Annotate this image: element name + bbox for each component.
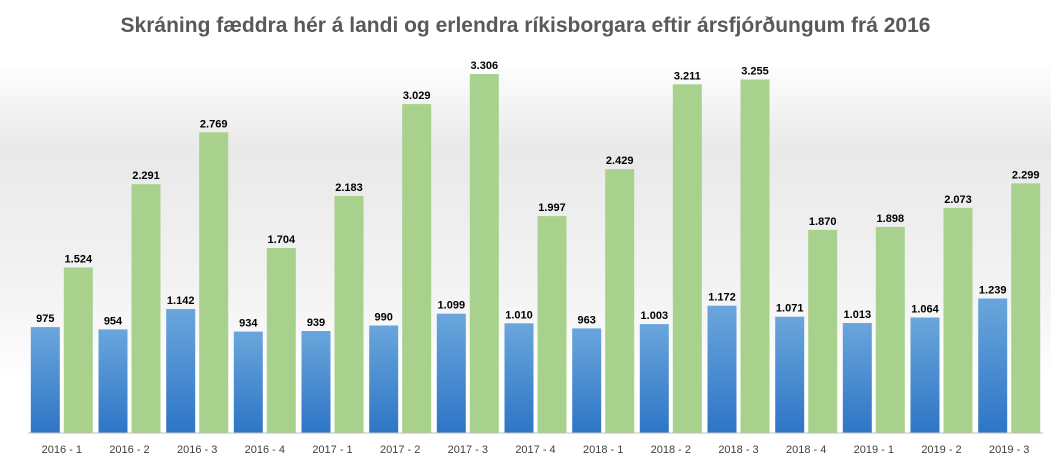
data-label-series1-2016-1: 975 xyxy=(36,313,54,325)
data-label-series2-2018-2: 3.211 xyxy=(674,70,701,82)
data-label-series1-2018-3: 1.172 xyxy=(708,292,736,304)
bar-series2-2017-2 xyxy=(402,104,432,433)
data-label-series1-2018-1: 963 xyxy=(578,314,596,326)
data-label-series1-2019-1: 1.013 xyxy=(844,309,872,321)
data-label-series1-2019-3: 1.239 xyxy=(979,285,1007,297)
bar-series2-2018-2 xyxy=(672,84,702,434)
x-tick-label: 2019 - 2 xyxy=(921,444,961,456)
data-label-series1-2017-1: 939 xyxy=(307,317,325,329)
x-tick-label: 2019 - 1 xyxy=(854,444,894,456)
bar-series1-2017-3 xyxy=(436,313,466,433)
data-label-series1-2016-4: 934 xyxy=(239,318,258,330)
x-tick-label: 2018 - 1 xyxy=(583,444,623,456)
data-label-series1-2018-4: 1.071 xyxy=(776,303,804,315)
data-label-series1-2016-2: 954 xyxy=(104,315,123,327)
x-tick-label: 2017 - 3 xyxy=(448,444,488,456)
bar-series1-2019-2 xyxy=(910,317,940,433)
bar-series1-2016-4 xyxy=(233,331,263,433)
data-label-series2-2019-2: 2.073 xyxy=(944,194,972,206)
data-label-series2-2016-1: 1.524 xyxy=(65,254,93,266)
bar-series2-2018-1 xyxy=(605,169,635,433)
chart-title: Skráning fæddra hér á landi og erlendra … xyxy=(120,14,931,37)
bar-series1-2017-4 xyxy=(504,323,534,433)
bar-series1-2018-3 xyxy=(707,305,737,433)
data-label-series2-2016-4: 1.704 xyxy=(268,234,296,246)
x-tick-label: 2017 - 1 xyxy=(312,444,352,456)
bar-series1-2017-1 xyxy=(301,331,331,433)
data-label-series2-2018-4: 1.870 xyxy=(809,216,837,228)
bar-series1-2018-2 xyxy=(639,324,669,433)
bar-series1-2016-3 xyxy=(166,309,196,433)
x-tick-label: 2016 - 3 xyxy=(177,444,217,456)
data-label-series1-2018-2: 1.003 xyxy=(641,310,669,322)
bar-series1-2019-3 xyxy=(978,298,1008,433)
bar-series2-2016-2 xyxy=(131,184,161,433)
x-tick-label: 2018 - 3 xyxy=(718,444,758,456)
bar-series2-2017-3 xyxy=(469,74,499,433)
x-tick-label: 2018 - 4 xyxy=(786,444,826,456)
labels-layer: 975 1.524 2016 - 1 954 2.291 2016 - 2 1.142 2.7… xyxy=(36,60,1039,456)
x-tick-label: 2017 - 2 xyxy=(380,444,420,456)
bar-series1-2018-1 xyxy=(572,328,602,433)
x-tick-label: 2016 - 1 xyxy=(42,444,82,456)
bar-series2-2019-1 xyxy=(875,226,905,433)
x-tick-label: 2019 - 3 xyxy=(989,444,1029,456)
data-label-series2-2017-4: 1.997 xyxy=(538,202,566,214)
data-label-series2-2019-3: 2.299 xyxy=(1012,169,1040,181)
bar-series2-2019-2 xyxy=(943,207,973,433)
data-label-series2-2016-2: 2.291 xyxy=(132,170,160,182)
bar-series2-2018-3 xyxy=(740,79,770,433)
data-label-series1-2016-3: 1.142 xyxy=(167,295,195,307)
x-tick-label: 2016 - 4 xyxy=(245,444,285,456)
bar-series2-2019-3 xyxy=(1011,183,1041,433)
bar-series1-2016-1 xyxy=(30,327,60,433)
bar-series2-2018-4 xyxy=(808,229,838,433)
bar-series2-2017-4 xyxy=(537,216,567,433)
x-tick-label: 2018 - 2 xyxy=(651,444,691,456)
data-label-series1-2017-4: 1.010 xyxy=(505,309,533,321)
data-label-series2-2017-1: 2.183 xyxy=(335,182,363,194)
data-label-series2-2016-3: 2.769 xyxy=(200,118,228,130)
bar-series2-2016-4 xyxy=(266,248,296,433)
data-label-series2-2017-2: 3.029 xyxy=(403,90,431,102)
x-tick-label: 2016 - 2 xyxy=(109,444,149,456)
bar-series2-2016-3 xyxy=(199,132,229,434)
data-label-series1-2017-2: 990 xyxy=(375,312,393,324)
data-label-series2-2018-3: 3.255 xyxy=(741,66,769,78)
bar-series1-2018-4 xyxy=(775,316,805,433)
x-tick-label: 2017 - 4 xyxy=(515,444,555,456)
bar-series2-2016-1 xyxy=(63,267,93,433)
data-label-series1-2019-2: 1.064 xyxy=(911,304,939,316)
bar-series2-2017-1 xyxy=(334,195,364,433)
bar-series1-2019-1 xyxy=(842,323,872,433)
bars-layer xyxy=(30,74,1041,434)
bar-series1-2017-2 xyxy=(369,325,399,433)
data-label-series2-2017-3: 3.306 xyxy=(471,60,499,72)
data-label-series2-2019-1: 1.898 xyxy=(877,213,905,225)
data-label-series2-2018-1: 2.429 xyxy=(606,155,634,167)
bar-series1-2016-2 xyxy=(98,329,128,433)
data-label-series1-2017-3: 1.099 xyxy=(438,300,466,312)
